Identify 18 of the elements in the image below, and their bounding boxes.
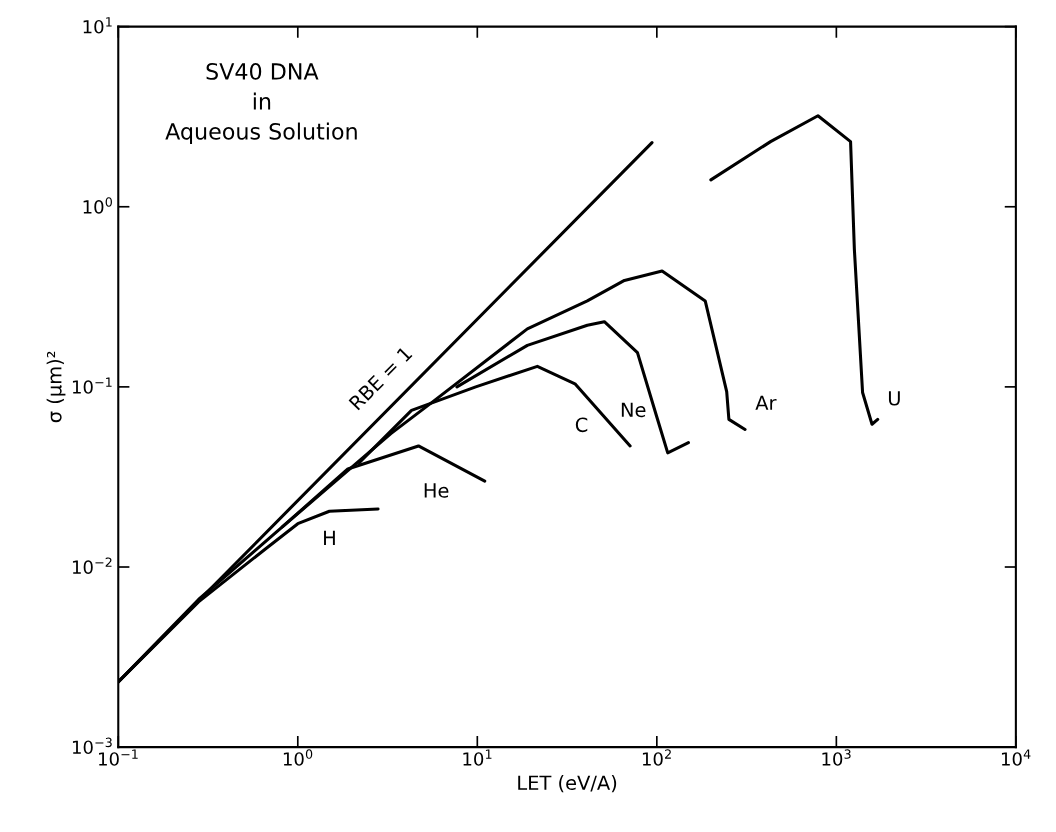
x-tick-label: 10$^{0}$ (283, 749, 313, 766)
series-label: C (575, 417, 588, 433)
x-tick-label: 10$^{1}$ (463, 749, 492, 766)
y-tick-label: 10$^{−2}$ (72, 557, 112, 574)
y-tick-label: 10$^{1}$ (83, 17, 112, 34)
series-label: H (324, 530, 335, 545)
series-label: U (888, 391, 900, 406)
y-tick-label: 10$^{0}$ (83, 197, 112, 214)
y-axis-title: σ (μm)² (46, 351, 66, 423)
y-tick-label: 10$^{−1}$ (72, 377, 112, 394)
x-axis-title: LET (eV/A) (518, 775, 617, 793)
x-tick-label: 10$^{2}$ (642, 749, 671, 766)
series-label: He (424, 483, 449, 498)
text: SV40 DNA in Aqueous Solution (165, 63, 357, 145)
x-tick-label: 10$^{4}$ (1001, 749, 1031, 766)
series-label: Ar (755, 395, 777, 410)
series-label: Ne (621, 402, 646, 418)
x-tick-label: 10$^{3}$ (822, 749, 851, 766)
